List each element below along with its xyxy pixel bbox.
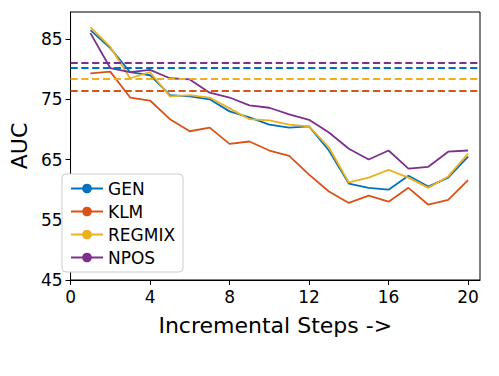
svg-text:Incremental Steps ->: Incremental Steps -> — [158, 313, 392, 338]
svg-text:16: 16 — [378, 287, 400, 307]
svg-text:20: 20 — [457, 287, 479, 307]
svg-text:12: 12 — [298, 287, 320, 307]
svg-text:55: 55 — [41, 210, 63, 230]
svg-text:0: 0 — [65, 287, 76, 307]
svg-text:4: 4 — [145, 287, 156, 307]
svg-text:85: 85 — [41, 29, 63, 49]
svg-text:75: 75 — [41, 89, 63, 109]
svg-text:REGMIX: REGMIX — [108, 225, 175, 245]
svg-text:NPOS: NPOS — [108, 248, 155, 268]
svg-text:GEN: GEN — [108, 179, 145, 199]
svg-text:45: 45 — [41, 270, 63, 290]
svg-text:AUC: AUC — [7, 123, 32, 170]
svg-text:KLM: KLM — [108, 202, 143, 222]
svg-text:8: 8 — [224, 287, 235, 307]
svg-text:65: 65 — [41, 150, 63, 170]
